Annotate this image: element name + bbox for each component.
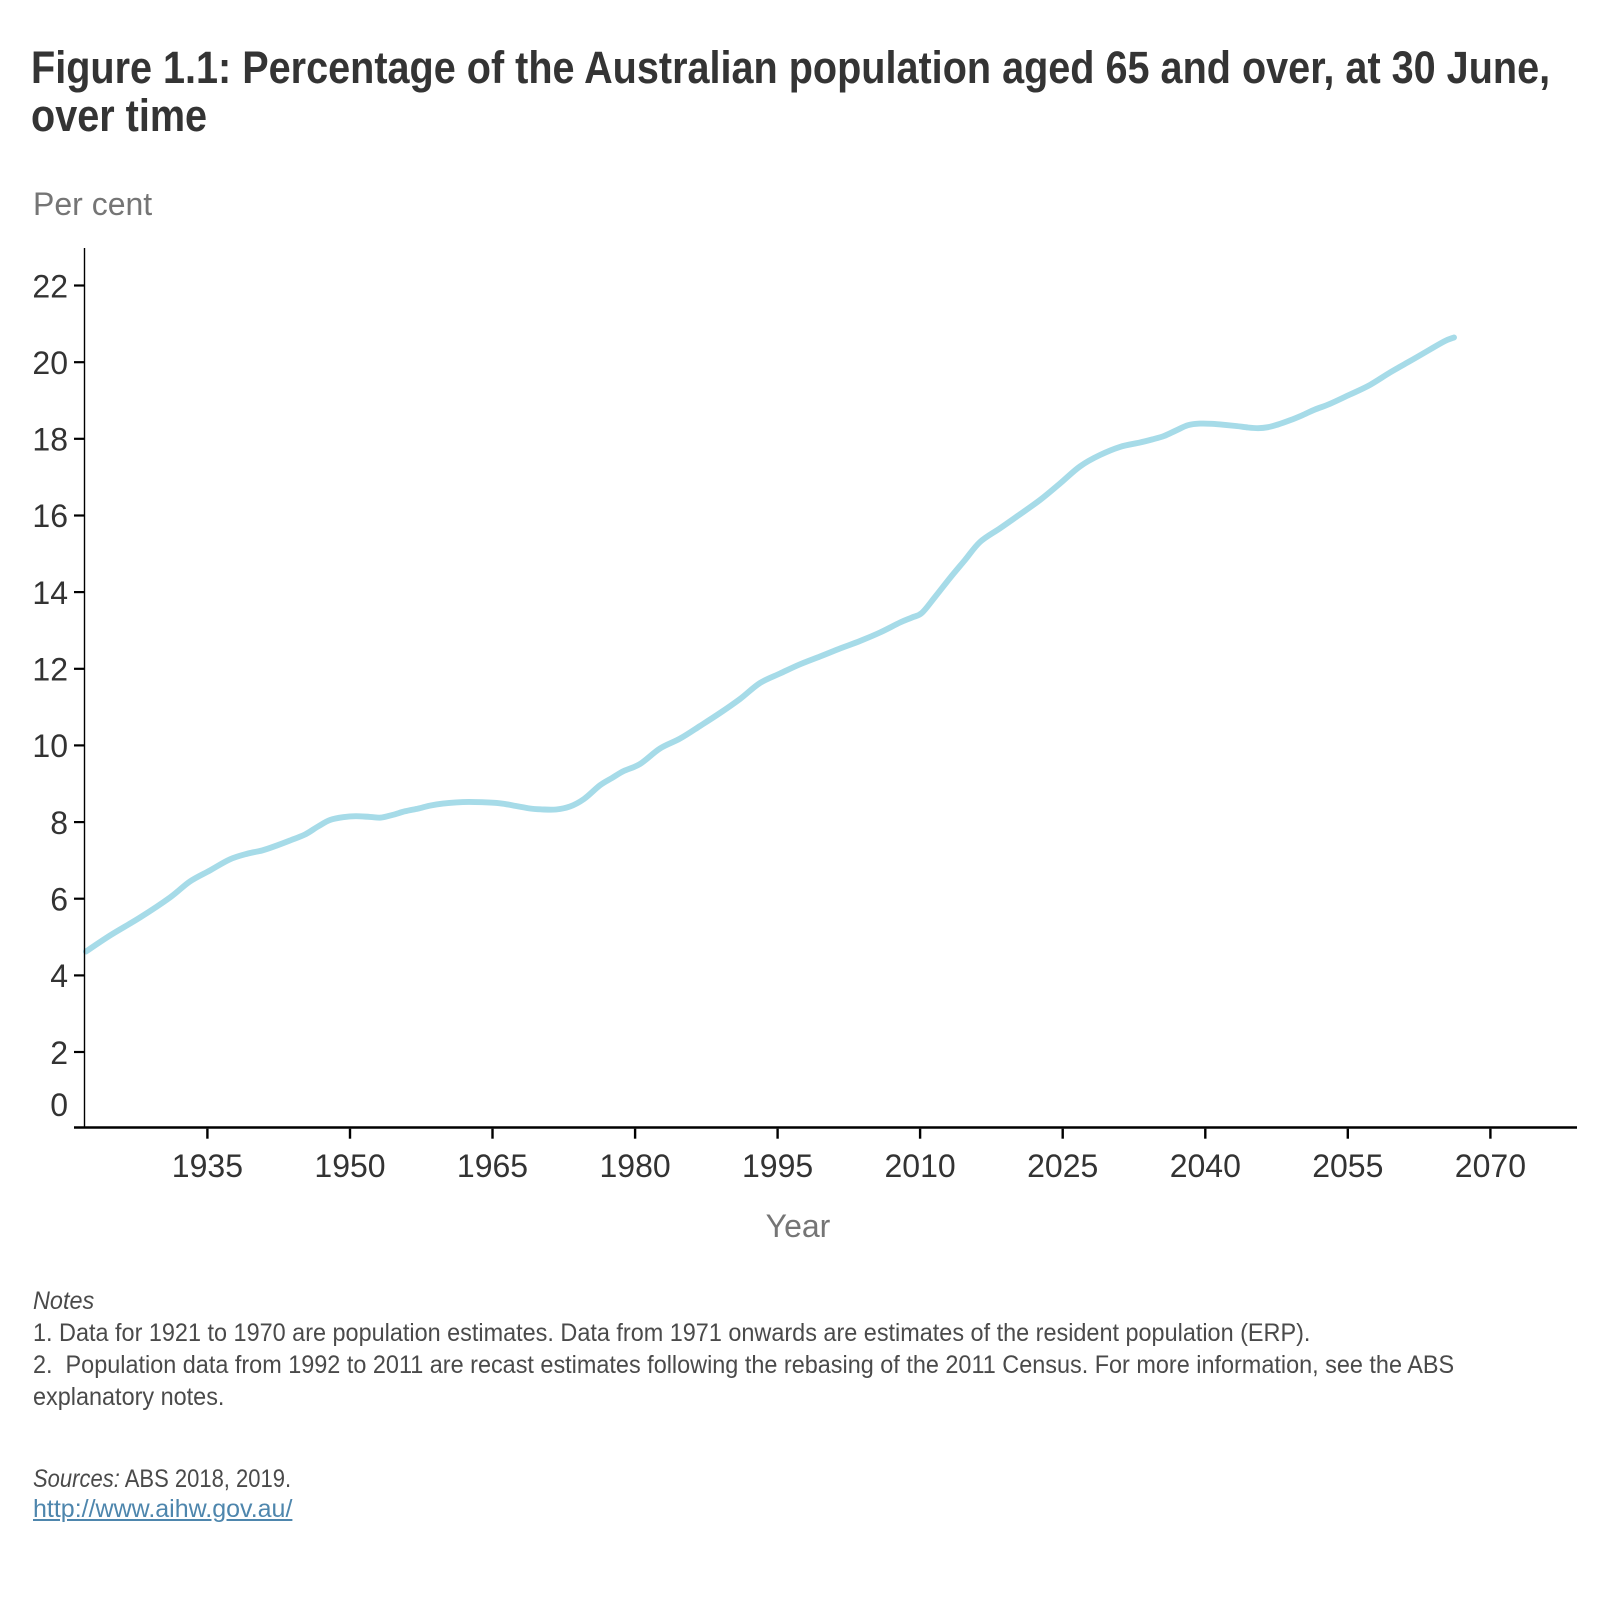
svg-text:16: 16 [32,498,68,534]
svg-text:18: 18 [32,422,68,458]
svg-text:22: 22 [32,268,68,304]
svg-text:1995: 1995 [742,1148,813,1184]
svg-text:2055: 2055 [1312,1148,1383,1184]
svg-text:1965: 1965 [457,1148,528,1184]
svg-text:2040: 2040 [1170,1148,1241,1184]
svg-text:0: 0 [50,1087,68,1123]
svg-text:1980: 1980 [600,1148,671,1184]
svg-text:1935: 1935 [172,1148,243,1184]
svg-text:2070: 2070 [1455,1148,1526,1184]
svg-text:8: 8 [50,805,68,841]
svg-text:2010: 2010 [885,1148,956,1184]
svg-text:10: 10 [32,728,68,764]
svg-text:12: 12 [32,652,68,688]
svg-text:6: 6 [50,882,68,918]
svg-text:20: 20 [32,345,68,381]
svg-text:4: 4 [50,958,68,994]
svg-text:2025: 2025 [1027,1148,1098,1184]
svg-text:1950: 1950 [314,1148,385,1184]
svg-text:2: 2 [50,1035,68,1071]
svg-text:Year: Year [766,1208,831,1244]
svg-text:14: 14 [32,575,68,611]
